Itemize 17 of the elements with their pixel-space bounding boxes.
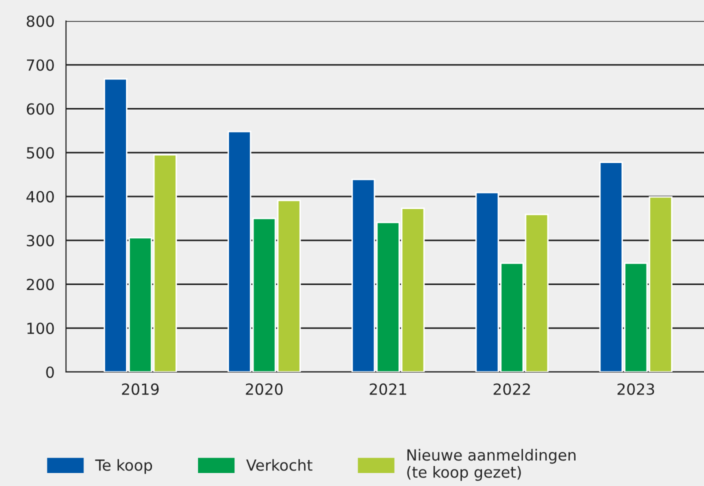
x-tick-label: 2022 [494, 383, 530, 395]
legend-label: Nieuwe aanmeldingen (te koop gezet) [407, 448, 576, 481]
y-tick-label: 200 [26, 278, 54, 290]
legend-label: Verkocht [246, 459, 312, 471]
y-tick-label: 600 [26, 103, 54, 115]
y-tick-label: 400 [26, 190, 54, 203]
x-tick-label: 2019 [122, 383, 159, 395]
y-tick-label: 100 [27, 322, 54, 334]
y-tick-label: 800 [26, 15, 54, 28]
y-tick-label: 0 [46, 366, 54, 378]
x-tick-label: 2023 [618, 383, 654, 395]
y-tick-label: 300 [26, 234, 54, 246]
y-tick-label: 500 [26, 147, 54, 159]
x-tick-label: 2021 [370, 383, 406, 395]
legend-label: Te koop [95, 459, 152, 474]
x-tick-label: 2020 [246, 383, 283, 395]
y-tick-label: 700 [26, 59, 54, 71]
